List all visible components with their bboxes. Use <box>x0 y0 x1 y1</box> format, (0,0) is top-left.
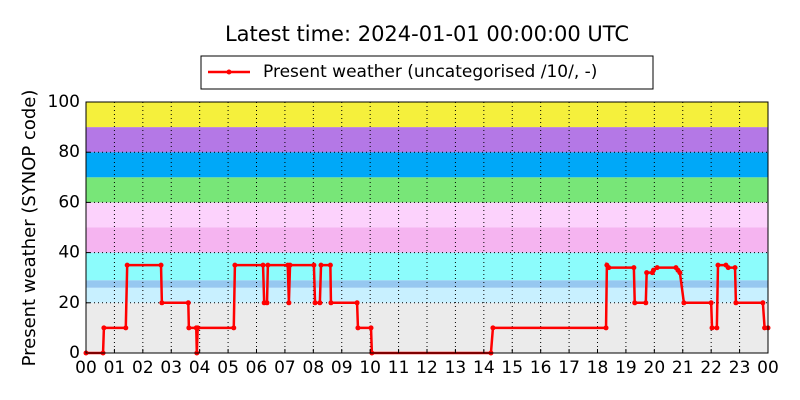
data-point <box>195 325 201 331</box>
data-point <box>286 300 292 306</box>
x-tick-label: 02 <box>132 358 154 378</box>
data-point <box>158 262 164 268</box>
data-point <box>159 300 165 306</box>
data-point <box>681 300 687 306</box>
data-point <box>231 325 237 331</box>
x-tick-label: 03 <box>160 358 182 378</box>
series-line <box>86 261 768 355</box>
data-point <box>287 262 293 268</box>
data-point <box>318 262 324 268</box>
x-tick-label: 04 <box>189 358 211 378</box>
x-tick-label: 17 <box>558 358 580 378</box>
data-point <box>644 270 650 276</box>
data-point <box>760 300 766 306</box>
data-point <box>354 300 360 306</box>
band <box>86 280 768 288</box>
data-point <box>311 262 317 268</box>
data-point <box>709 325 715 331</box>
x-tick-label: 13 <box>445 358 467 378</box>
x-tick-label: 09 <box>331 358 353 378</box>
data-point <box>677 270 683 276</box>
data-point <box>654 265 660 271</box>
data-point <box>185 300 191 306</box>
x-tick-label: 10 <box>359 358 381 378</box>
data-point <box>317 300 323 306</box>
y-tick-label: 0 <box>69 343 80 363</box>
data-point <box>632 300 638 306</box>
x-tick-label: 23 <box>729 358 751 378</box>
data-point <box>715 262 721 268</box>
legend-marker <box>226 69 232 75</box>
data-point <box>312 300 318 306</box>
x-tick-label: 15 <box>501 358 523 378</box>
x-tick-label: 05 <box>217 358 239 378</box>
data-point <box>264 300 270 306</box>
y-tick-label: 60 <box>58 192 80 212</box>
x-tick-label: 11 <box>388 358 410 378</box>
data-point <box>732 265 738 271</box>
y-tick-label: 40 <box>58 243 80 263</box>
legend-label: Present weather (uncategorised /10/, -) <box>263 62 597 82</box>
y-tick-label: 100 <box>48 92 80 112</box>
x-tick-label: 06 <box>246 358 268 378</box>
x-tick-label: 20 <box>644 358 666 378</box>
chart-title: Latest time: 2024-01-01 00:00:00 UTC <box>225 22 629 46</box>
x-tick-label: 18 <box>587 358 609 378</box>
band <box>86 227 768 253</box>
data-point <box>328 300 334 306</box>
data-point <box>708 300 714 306</box>
data-point <box>265 262 271 268</box>
data-point <box>643 300 649 306</box>
band <box>86 152 768 178</box>
x-tick-label: 08 <box>303 358 325 378</box>
x-tick-label: 00 <box>75 358 97 378</box>
data-point <box>232 262 238 268</box>
data-point <box>101 325 107 331</box>
plot <box>83 261 771 356</box>
data-point <box>725 265 731 271</box>
x-tick-label: 07 <box>274 358 296 378</box>
data-point <box>714 325 720 331</box>
band <box>86 287 768 303</box>
data-point <box>733 300 739 306</box>
data-point <box>124 262 130 268</box>
x-tick-label: 16 <box>530 358 552 378</box>
x-tick-label: 22 <box>700 358 722 378</box>
data-point <box>260 262 266 268</box>
x-tick-label: 12 <box>416 358 438 378</box>
x-tick-label: 00 <box>757 358 779 378</box>
data-point <box>355 325 361 331</box>
legend: Present weather (uncategorised /10/, -) <box>200 55 654 90</box>
data-point <box>123 325 129 331</box>
x-tick-label: 21 <box>672 358 694 378</box>
legend-box <box>200 55 654 90</box>
data-point <box>606 265 612 271</box>
data-point <box>327 262 333 268</box>
data-point <box>368 325 374 331</box>
y-tick-label: 80 <box>58 142 80 162</box>
data-point <box>603 325 609 331</box>
y-axis-label: Present weather (SYNOP code) <box>19 90 40 367</box>
data-point <box>490 325 496 331</box>
data-point <box>650 267 656 273</box>
x-tick-label: 14 <box>473 358 495 378</box>
ticks: 0 20 40 60 80 100 00 01 02 03 04 05 06 07 08 09 10 11 12 13… <box>48 92 779 378</box>
band <box>86 127 768 153</box>
x-tick-label: 01 <box>104 358 126 378</box>
data-point <box>631 265 637 271</box>
y-tick-label: 20 <box>58 293 80 313</box>
x-tick-label: 19 <box>615 358 637 378</box>
data-point <box>186 325 192 331</box>
